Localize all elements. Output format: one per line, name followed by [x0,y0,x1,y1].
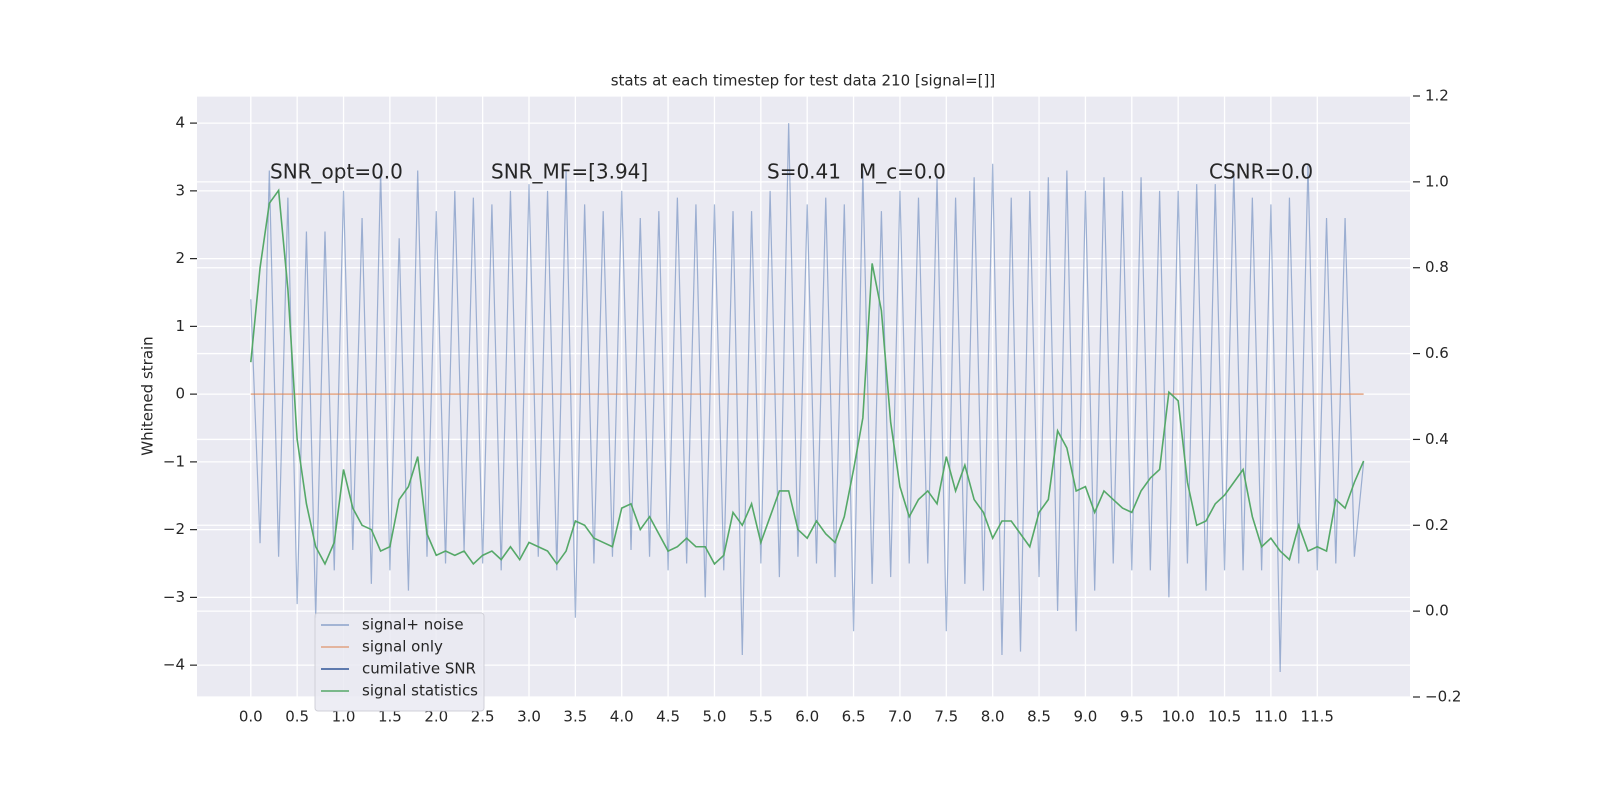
x-tick-label: 6.5 [842,708,866,726]
y-tick-label: 1 [175,317,185,335]
y2-tick-label: 0.8 [1425,258,1449,276]
y2-tick-label: 0.4 [1425,430,1449,448]
chart-title: stats at each timestep for test data 210… [611,72,996,90]
y2-tick-label: 0.2 [1425,516,1449,534]
y-tick-label: −4 [163,656,185,674]
x-tick-label: 7.5 [934,708,958,726]
annotation: S=0.41 [767,160,841,184]
y2-tick-label: 1.2 [1425,87,1449,105]
y-tick-label: −2 [163,520,185,538]
y2-tick-label: −0.2 [1425,688,1461,706]
x-tick-label: 2.0 [424,708,448,726]
y-tick-label: 0 [175,385,185,403]
y-tick-label: 2 [175,249,185,267]
x-tick-label: 3.5 [563,708,587,726]
annotation: M_c=0.0 [859,160,946,184]
x-tick-label: 9.5 [1120,708,1144,726]
annotation: SNR_opt=0.0 [270,160,403,184]
x-tick-label: 3.0 [517,708,541,726]
x-tick-label: 5.5 [749,708,773,726]
x-tick-label: 11.0 [1254,708,1287,726]
y2-tick-label: 1.0 [1425,172,1449,190]
x-tick-label: 8.5 [1027,708,1051,726]
series-line [249,188,1365,566]
y-tick-label: 4 [175,114,185,132]
data [249,123,1365,672]
x-tick-label: 4.5 [656,708,680,726]
legend-label: signal+ noise [362,616,464,634]
series-line [250,123,1365,672]
annotation: SNR_MF=[3.94] [491,160,648,184]
x-tick-label: 5.0 [703,708,727,726]
axes: 0.0 0.5 1.0 1.5 2.0 2.5 3.0 3.5 4.0 4.5 5.0 5.5 6.0 6… [163,87,1462,726]
y-axis-label: Whitened strain [139,336,157,455]
legend: signal+ noise signal only cumilative SNR si… [314,612,485,712]
y-tick-label: 3 [175,181,185,199]
legend-box [314,612,485,712]
x-tick-label: 10.5 [1208,708,1241,726]
x-tick-label: 10.0 [1161,708,1194,726]
x-tick-label: 2.5 [471,708,495,726]
annotations: SNR_opt=0.0 SNR_MF=[3.94] S=0.41 M_c=0.0 CSN… [270,160,1313,184]
x-tick-label: 9.0 [1073,708,1097,726]
x-tick-label: 6.0 [795,708,819,726]
x-tick-label: 1.0 [332,708,356,726]
y2-tick-label: 0.6 [1425,344,1449,362]
x-tick-label: 8.0 [981,708,1005,726]
y-tick-label: −1 [163,452,185,470]
x-tick-label: 7.0 [888,708,912,726]
x-tick-label: 4.0 [610,708,634,726]
legend-label: cumilative SNR [362,660,476,678]
y2-tick-label: 0.0 [1425,602,1449,620]
x-tick-label: 0.5 [285,708,309,726]
legend-label: signal only [362,638,443,656]
y-tick-label: −3 [163,588,185,606]
legend-label: signal statistics [362,682,478,700]
annotation: CSNR=0.0 [1209,160,1313,184]
x-tick-label: 0.0 [239,708,263,726]
x-tick-label: 1.5 [378,708,402,726]
x-tick-label: 11.5 [1301,708,1334,726]
